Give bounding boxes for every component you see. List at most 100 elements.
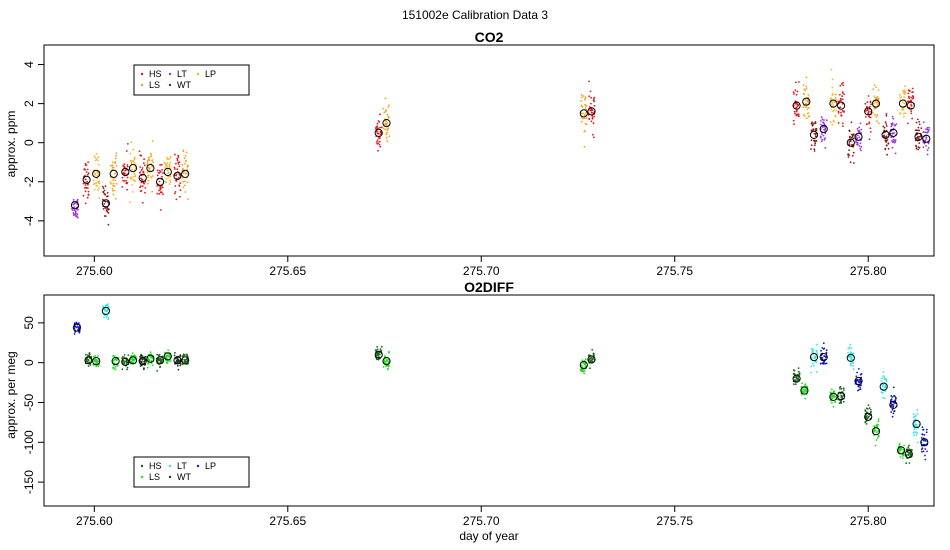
data-point-ls bbox=[876, 96, 879, 98]
data-point-lt bbox=[106, 308, 109, 310]
mean-marker bbox=[837, 392, 846, 401]
mean-marker bbox=[879, 382, 888, 391]
data-point-lt bbox=[925, 128, 927, 131]
data-point-hs bbox=[126, 368, 128, 371]
data-point-ls bbox=[112, 179, 115, 182]
data-point-hs bbox=[176, 168, 179, 171]
data-point-hs bbox=[84, 162, 87, 165]
data-point-lt bbox=[894, 152, 897, 155]
data-point-lp bbox=[857, 368, 860, 370]
data-point-hs bbox=[186, 354, 189, 357]
x-tick-label: 275.65 bbox=[269, 514, 306, 528]
data-point-hs bbox=[160, 359, 163, 362]
data-point-lp bbox=[890, 411, 892, 413]
data-point-ls bbox=[584, 122, 587, 125]
data-point-lp bbox=[823, 347, 826, 350]
data-point-lp bbox=[97, 159, 99, 162]
data-point-ls bbox=[95, 365, 98, 368]
mean-marker bbox=[881, 130, 890, 139]
data-point-hs bbox=[907, 122, 909, 125]
mean-marker bbox=[181, 356, 190, 365]
data-point-hs bbox=[589, 360, 591, 362]
data-point-hs bbox=[589, 367, 591, 370]
data-point-hs bbox=[908, 97, 910, 99]
data-point-hs bbox=[866, 411, 868, 413]
data-point-wt bbox=[177, 365, 179, 367]
data-point-lp bbox=[98, 197, 101, 200]
legend-swatch-wt bbox=[168, 475, 172, 479]
legend-label-ls: LS bbox=[149, 80, 160, 90]
data-point-ls bbox=[387, 106, 390, 108]
data-point-hs bbox=[908, 448, 911, 451]
data-point-lp bbox=[829, 121, 832, 124]
data-point-lt bbox=[812, 364, 815, 367]
data-point-lp bbox=[164, 164, 167, 167]
data-point-lp bbox=[857, 389, 859, 392]
data-point-hs bbox=[794, 112, 796, 115]
data-point-lp bbox=[904, 112, 907, 115]
data-point-lp bbox=[97, 172, 100, 175]
data-point-hs bbox=[86, 173, 89, 176]
data-point-wt bbox=[918, 123, 921, 126]
data-point-lt bbox=[925, 136, 928, 139]
o2diff-panel: O2DIFF approx. per meg 275.60 275.65 275.7… bbox=[4, 279, 935, 543]
data-point-wt bbox=[885, 140, 887, 143]
data-point-ls bbox=[876, 114, 879, 116]
data-point-lt bbox=[815, 355, 818, 358]
data-point-hs bbox=[865, 123, 868, 125]
data-point-ls bbox=[109, 181, 112, 183]
data-point-lp bbox=[924, 440, 927, 442]
data-point-lp bbox=[832, 110, 834, 113]
data-point-ls bbox=[802, 391, 805, 393]
data-point-lt bbox=[885, 379, 888, 381]
data-point-ls bbox=[873, 428, 876, 431]
data-point-hs bbox=[867, 112, 869, 114]
data-point-hs bbox=[156, 174, 159, 177]
data-point-hs bbox=[591, 116, 594, 119]
data-point-hs bbox=[378, 143, 381, 146]
data-point-lt bbox=[914, 421, 916, 424]
data-point-hs bbox=[908, 90, 911, 92]
data-point-hs bbox=[82, 182, 85, 185]
data-point-hs bbox=[796, 105, 799, 108]
data-point-ls bbox=[805, 87, 808, 90]
data-point-hs bbox=[797, 367, 800, 369]
data-point-hs bbox=[905, 454, 908, 456]
data-point-hs bbox=[85, 360, 88, 363]
data-point-lt bbox=[823, 125, 826, 128]
data-point-lp bbox=[834, 93, 836, 96]
data-point-lp bbox=[824, 362, 827, 365]
data-point-lt bbox=[926, 126, 929, 129]
data-point-lt bbox=[883, 386, 886, 389]
data-point-ls bbox=[584, 103, 586, 106]
data-point-hs bbox=[175, 180, 178, 182]
data-point-ls bbox=[584, 97, 587, 100]
data-point-lp bbox=[831, 86, 834, 89]
data-point-hs bbox=[85, 358, 88, 360]
data-point-hs bbox=[869, 101, 872, 104]
data-point-ls bbox=[583, 145, 586, 148]
data-point-lp bbox=[77, 322, 80, 325]
data-point-hs bbox=[85, 171, 88, 173]
y-tick-label: 2 bbox=[22, 100, 36, 107]
data-point-ls bbox=[807, 100, 810, 103]
data-point-hs bbox=[379, 131, 382, 134]
data-point-lp bbox=[833, 101, 836, 104]
data-point-lt bbox=[821, 118, 824, 121]
data-point-ls bbox=[582, 112, 584, 115]
data-point-wt bbox=[883, 126, 886, 129]
data-point-lp bbox=[131, 168, 134, 171]
data-point-hs bbox=[139, 171, 142, 174]
data-point-ls bbox=[114, 179, 117, 182]
data-point-wt bbox=[812, 128, 815, 131]
data-point-lt bbox=[822, 134, 825, 137]
data-point-ls bbox=[385, 109, 387, 112]
data-point-hs bbox=[380, 126, 383, 129]
data-point-hs bbox=[376, 132, 379, 135]
data-point-ls bbox=[147, 176, 149, 179]
data-point-wt bbox=[143, 367, 145, 370]
data-point-lt bbox=[105, 304, 108, 306]
x-tick-label: 275.80 bbox=[850, 264, 887, 278]
data-point-wt bbox=[885, 114, 888, 117]
